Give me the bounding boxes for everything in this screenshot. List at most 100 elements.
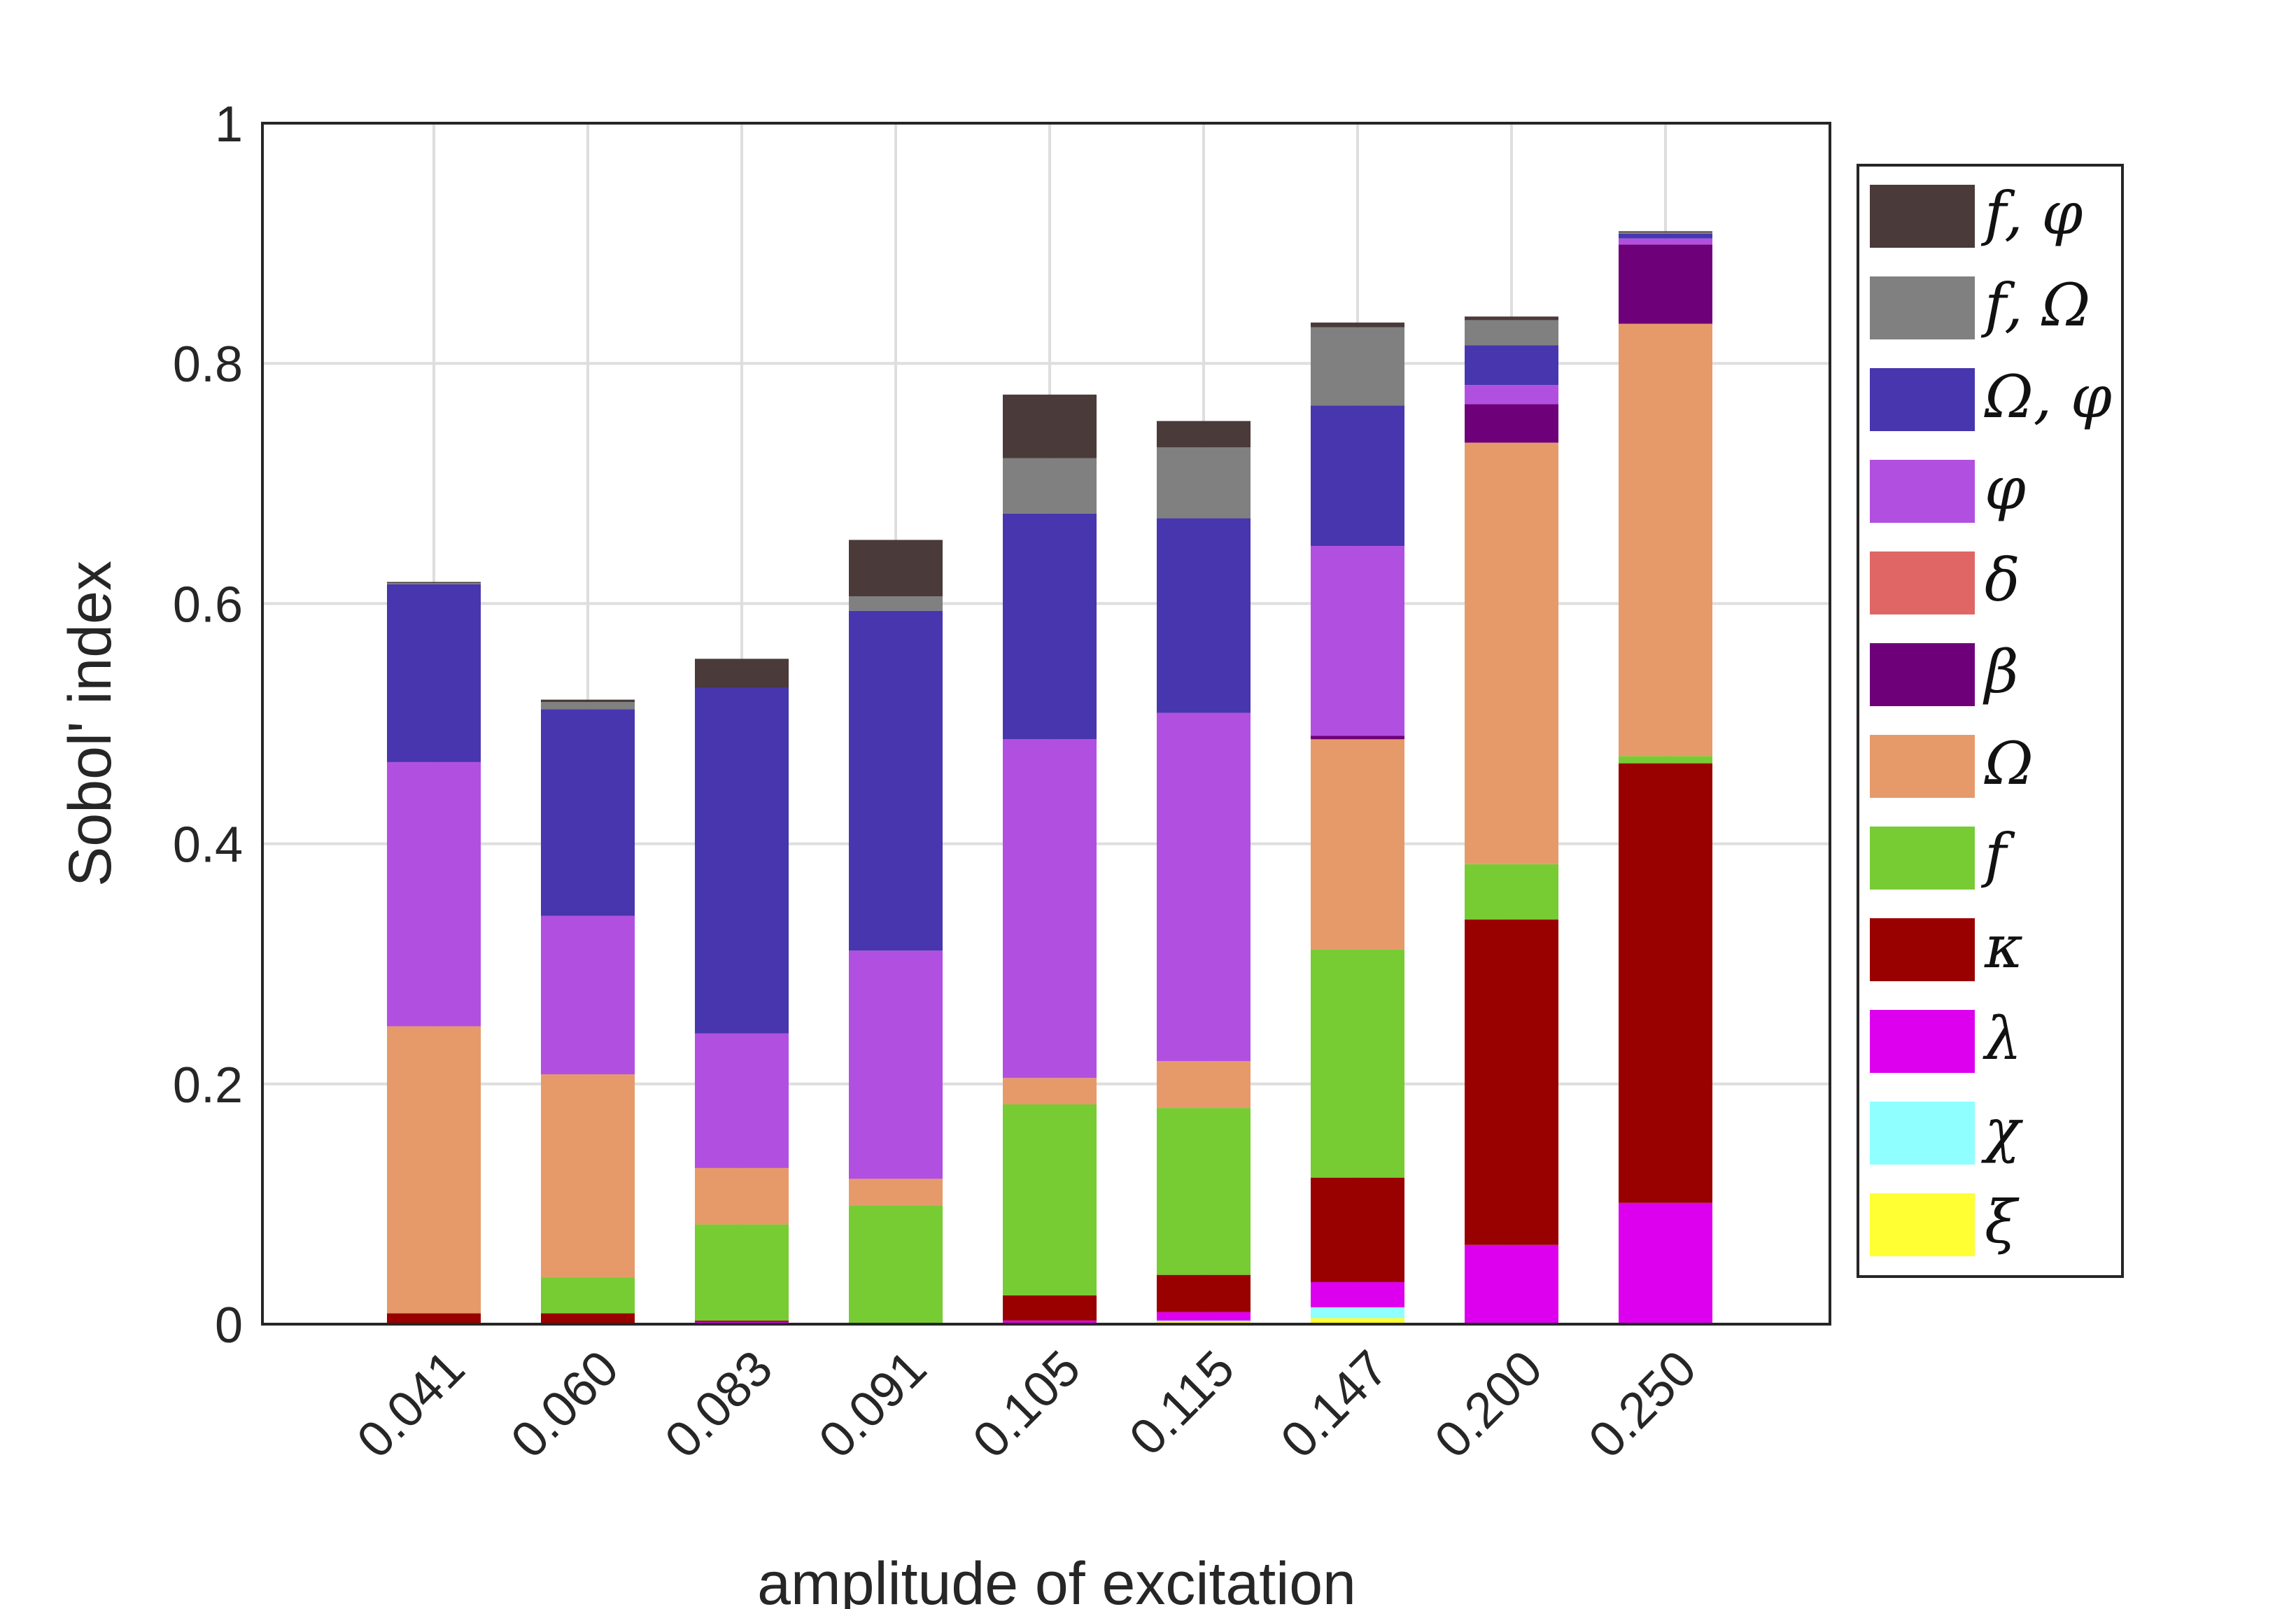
legend-label: Ω	[1984, 729, 2034, 798]
bar-segment-f-0.147	[1311, 322, 1404, 328]
bar-segment-f-0.250	[1619, 756, 1712, 764]
legend-swatch-item	[1870, 1102, 1975, 1165]
bar-segment-item-0.083	[695, 1033, 789, 1168]
bar-segment-item-0.200	[1465, 1244, 1558, 1324]
bar-segment-item-0.250	[1619, 233, 1712, 239]
bar-segment-f-0.083	[695, 659, 789, 688]
bar-segment-item-0.105	[1003, 1078, 1097, 1104]
bar-segment-f-0.041	[387, 583, 481, 584]
bar-segment-f-0.250	[1619, 232, 1712, 234]
y-axis-ticks: 0 0.2 0.4 0.6 0.8 1	[173, 97, 243, 1354]
bar-segment-f-0.200	[1465, 864, 1558, 920]
bar-segment-item-0.091	[849, 950, 943, 1179]
bar-segment-f-0.200	[1465, 316, 1558, 321]
bar-segment-item-0.091	[849, 610, 943, 951]
legend-swatch-item	[1870, 551, 1975, 614]
bar-segment-item-0.115	[1157, 712, 1251, 1062]
bar-segment-item-0.200	[1465, 345, 1558, 386]
x-axis-title: amplitude of excitation	[757, 1550, 1356, 1609]
bar-segment-item-0.091	[849, 1179, 943, 1206]
bar-segment-item-0.041	[387, 584, 481, 762]
legend-label: λ	[1982, 1004, 2022, 1073]
bar-segment-f-0.115	[1157, 447, 1251, 519]
bar-segment-f-0.060	[541, 1277, 635, 1314]
bar-segment-item-0.115	[1157, 518, 1251, 713]
bar-segment-item-0.147	[1311, 736, 1404, 740]
bar-segment-f-0.091	[849, 596, 943, 611]
legend-swatch-item	[1870, 735, 1975, 798]
y-tick-label: 0.2	[173, 1058, 243, 1113]
bar-segment-item-0.250	[1619, 244, 1712, 324]
bar-segment-item-0.083	[695, 687, 789, 1034]
bar-segment-f-0.115	[1157, 1108, 1251, 1275]
legend-swatch-item	[1870, 368, 1975, 431]
bar-segment-item-0.041	[387, 761, 481, 1027]
bar-segment-item-0.147	[1311, 739, 1404, 950]
legend-label: β	[1982, 638, 2019, 706]
bar-segment-f-0.083	[695, 1224, 789, 1321]
bar-segment-item-0.147	[1311, 1281, 1404, 1307]
bar-segment-item-0.060	[541, 709, 635, 916]
plot-area-frame	[261, 122, 1831, 1326]
legend-swatch-f	[1870, 276, 1975, 339]
legend-label: Ω, φ	[1984, 363, 2112, 431]
bar-segment-item-0.060	[541, 915, 635, 1075]
bars	[387, 231, 1712, 1324]
bar-segment-f-0.250	[1619, 231, 1712, 233]
legend-label: f, φ	[1980, 179, 2083, 248]
legend-label: δ	[1985, 546, 2020, 614]
legend-label: f, Ω	[1980, 271, 2090, 339]
legend-swatch-f	[1870, 185, 1975, 248]
legend-swatch-item	[1870, 643, 1975, 706]
bar-segment-item-0.147	[1311, 1177, 1404, 1282]
bar-segment-item-0.105	[1003, 739, 1097, 1078]
bar-segment-item-0.083	[695, 1320, 789, 1322]
legend-swatch-item	[1870, 460, 1975, 523]
bar-segment-f-0.147	[1311, 949, 1404, 1178]
bar-segment-f-0.091	[849, 1205, 943, 1323]
legend-label: φ	[1985, 454, 2026, 523]
bar-segment-item-0.115	[1157, 1320, 1251, 1322]
bar-segment-item-0.250	[1619, 323, 1712, 757]
bar-segment-f-0.060	[541, 699, 635, 703]
y-tick-label: 0.4	[173, 817, 243, 873]
bar-segment-item-0.105	[1003, 513, 1097, 740]
bar-segment-f-0.200	[1465, 320, 1558, 346]
legend-swatch-item	[1870, 1010, 1975, 1073]
legend-swatch-f	[1870, 827, 1975, 890]
bar-segment-item-0.200	[1465, 442, 1558, 864]
legend-swatch-item	[1870, 918, 1975, 981]
legend-swatch-item	[1870, 1193, 1975, 1256]
bar-segment-item-0.115	[1157, 1312, 1251, 1321]
bar-segment-item-0.147	[1311, 405, 1404, 547]
bar-segment-item-0.083	[695, 1167, 789, 1225]
legend-frame	[1857, 164, 2124, 1278]
bar-segment-item-0.060	[541, 1313, 635, 1323]
bar-segment-f-0.041	[387, 582, 481, 584]
bar-segment-item-0.147	[1311, 1307, 1404, 1319]
bar-segment-item-0.200	[1465, 404, 1558, 443]
bar-segment-f-0.060	[541, 702, 635, 710]
bar-segment-item-0.200	[1465, 385, 1558, 405]
bar-segment-item-0.250	[1619, 1202, 1712, 1324]
bar-segment-f-0.115	[1157, 421, 1251, 448]
y-tick-label: 0.8	[173, 337, 243, 393]
bar-segment-item-0.115	[1157, 1274, 1251, 1312]
bar-segment-item-0.041	[387, 1313, 481, 1323]
bar-segment-f-0.091	[849, 540, 943, 597]
legend-label: κ	[1984, 913, 2023, 981]
bar-segment-item-0.200	[1465, 919, 1558, 1245]
bar-segment-item-0.115	[1157, 1061, 1251, 1109]
bar-segment-item-0.060	[541, 1074, 635, 1278]
bar-segment-item-0.147	[1311, 1318, 1404, 1324]
y-axis-title: Sobol' index	[57, 561, 124, 887]
bar-segment-item-0.250	[1619, 763, 1712, 1203]
bar-segment-f-0.105	[1003, 394, 1097, 458]
bar-segment-item-0.105	[1003, 1320, 1097, 1323]
legend-label: ξ	[1985, 1188, 2020, 1256]
legend-label: χ	[1981, 1096, 2024, 1165]
y-tick-label: 0.6	[173, 577, 243, 633]
bar-segment-f-0.105	[1003, 1104, 1097, 1295]
